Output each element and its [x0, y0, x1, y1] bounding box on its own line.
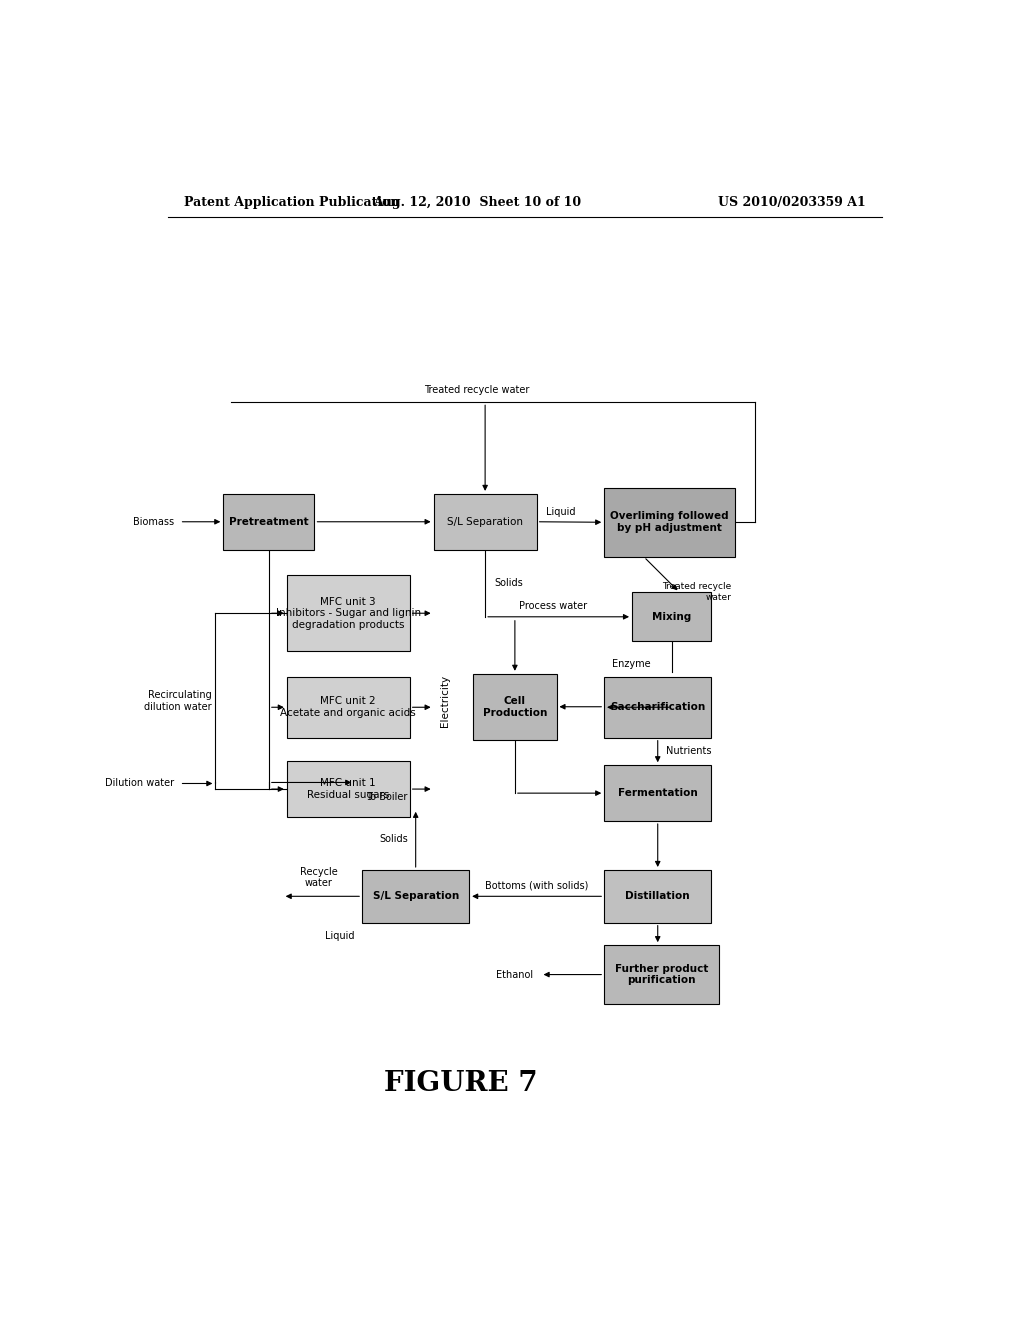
Text: Solids: Solids [495, 578, 523, 589]
Text: MFC unit 1
Residual sugars: MFC unit 1 Residual sugars [307, 779, 389, 800]
FancyBboxPatch shape [223, 494, 314, 549]
Text: Nutrients: Nutrients [666, 747, 711, 756]
FancyBboxPatch shape [604, 870, 712, 923]
Text: Recirculating
dilution water: Recirculating dilution water [143, 690, 211, 711]
FancyBboxPatch shape [604, 945, 719, 1005]
Text: Overliming followed
by pH adjustment: Overliming followed by pH adjustment [610, 511, 729, 533]
FancyBboxPatch shape [433, 494, 537, 549]
Text: Aug. 12, 2010  Sheet 10 of 10: Aug. 12, 2010 Sheet 10 of 10 [373, 195, 582, 209]
Text: Mixing: Mixing [652, 611, 691, 622]
Text: S/L Separation: S/L Separation [447, 516, 523, 527]
Text: Treated recycle water: Treated recycle water [425, 385, 529, 395]
Text: Recycle
water: Recycle water [300, 866, 337, 888]
Text: Cell
Production: Cell Production [482, 696, 547, 718]
FancyBboxPatch shape [287, 677, 410, 738]
Text: To Boiler: To Boiler [367, 792, 408, 801]
FancyBboxPatch shape [604, 677, 712, 738]
Text: Biomass: Biomass [133, 516, 174, 527]
Text: Distillation: Distillation [626, 891, 690, 902]
Text: Bottoms (with solids): Bottoms (with solids) [485, 880, 589, 890]
FancyBboxPatch shape [604, 766, 712, 821]
Text: Patent Application Publication: Patent Application Publication [183, 195, 399, 209]
Text: Liquid: Liquid [546, 507, 575, 516]
Text: Saccharification: Saccharification [610, 702, 706, 713]
Text: Treated recycle
water: Treated recycle water [662, 582, 731, 602]
Text: Further product
purification: Further product purification [615, 964, 709, 985]
Text: Process water: Process water [519, 601, 587, 611]
Text: S/L Separation: S/L Separation [373, 891, 459, 902]
FancyBboxPatch shape [287, 762, 410, 817]
FancyBboxPatch shape [632, 593, 712, 642]
FancyBboxPatch shape [287, 576, 410, 651]
FancyBboxPatch shape [362, 870, 469, 923]
Text: US 2010/0203359 A1: US 2010/0203359 A1 [718, 195, 866, 209]
Text: Electricity: Electricity [440, 675, 451, 727]
Text: Pretreatment: Pretreatment [229, 516, 308, 527]
Text: MFC unit 2
Acetate and organic acids: MFC unit 2 Acetate and organic acids [281, 697, 416, 718]
Text: FIGURE 7: FIGURE 7 [384, 1069, 539, 1097]
FancyBboxPatch shape [473, 673, 557, 739]
Text: Dilution water: Dilution water [104, 779, 174, 788]
FancyBboxPatch shape [604, 487, 735, 557]
Text: Fermentation: Fermentation [617, 788, 697, 799]
Text: Ethanol: Ethanol [496, 970, 532, 979]
Text: MFC unit 3
Inhibitors - Sugar and lignin
degradation products: MFC unit 3 Inhibitors - Sugar and lignin… [275, 597, 421, 630]
Text: Enzyme: Enzyme [612, 659, 650, 669]
Text: Solids: Solids [379, 834, 408, 845]
Text: Liquid: Liquid [325, 931, 354, 941]
